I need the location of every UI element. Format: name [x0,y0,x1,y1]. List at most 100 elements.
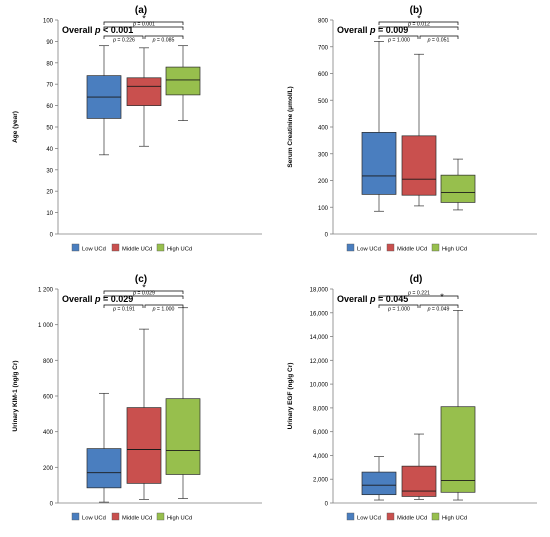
box-middle-ucd [401,433,437,500]
significance-bracket-wide: * [103,14,184,25]
y-tick-label: 800 [318,19,329,25]
iqr-box [401,465,437,497]
y-tick-label: 90 [46,40,53,46]
bracket-p-label: p = 0.191 [112,307,135,313]
y-tick-label: 800 [43,359,54,365]
overall-p-text: Overall p = 0.009 [337,25,408,35]
bracket-line [144,304,184,308]
bracket-line [378,26,459,30]
legend-swatch [386,243,395,252]
bracket-p-label: p = 1.000 [387,38,410,44]
y-tick-label: 80 [46,61,53,67]
y-tick-label: 0 [325,502,329,508]
bracket-star: * [142,283,146,293]
legend-item-middle-ucd: Middle UCd [111,243,152,253]
y-tick-label: 60 [46,104,53,110]
overall-p-text: Overall p < 0.001 [62,25,133,35]
legend-swatch [386,512,395,521]
chart-panel-a: (a) 0 10 20 30 40 50 60 70 80 90 100 Age (year) Overa… [0,0,275,268]
chart-svg: (b) 0 100 200 300 400 500 600 700 800 Serum Creati… [287,5,537,253]
y-tick-label: 30 [46,168,53,174]
y-tick-label: 100 [43,19,54,25]
y-tick-label: 40 [46,147,53,153]
y-tick-label: 100 [318,206,329,212]
iqr-box [361,471,397,496]
y-tick-label: 18,000 [310,288,329,294]
legend-item-high-ucd: High UCd [431,512,467,522]
bracket-line [103,304,144,308]
y-tick-label: 1 000 [38,323,54,329]
significance-bracket-star: * [440,292,444,302]
box-high-ucd [165,307,201,499]
significance-bracket-upper: p = 0.012 [378,22,459,30]
legend-swatch [431,512,440,521]
iqr-box [86,448,122,489]
bracket-line [378,304,419,308]
y-tick-label: 70 [46,83,53,89]
significance-bracket-wide: * [378,14,459,25]
box-high-ucd [440,158,476,211]
legend-swatch [156,512,165,521]
y-tick-label: 2,000 [313,478,329,484]
y-tick-label: 12,000 [310,359,329,365]
box-low-ucd [86,392,122,503]
legend-swatch [71,243,80,252]
legend-label: High UCd [442,516,467,522]
legend-item-middle-ucd: Middle UCd [111,512,152,522]
legend-label: Middle UCd [397,516,427,522]
box-low-ucd [361,41,397,212]
y-axis-title: Age (year) [12,111,19,143]
legend-swatch [346,512,355,521]
y-tick-label: 4,000 [313,454,329,460]
bracket-p-label: p = 0.012 [407,22,430,28]
bracket-p-label: p = 0.029 [132,291,155,297]
significance-bracket-left: p = 0.226 [103,35,144,44]
chart-svg: (c) 0 200 400 600 800 1 000 1 200 Urinary KIM-1 … [12,274,262,522]
y-tick-label: 0 [50,502,54,508]
y-tick-label: 14,000 [310,335,329,341]
legend-label: Middle UCd [122,247,152,253]
significance-bracket-left: p = 1.000 [378,35,419,44]
legend-item-low-ucd: Low UCd [71,243,106,253]
bracket-line [103,295,184,299]
significance-bracket-left: p = 1.000 [378,304,419,313]
y-tick-label: 16,000 [310,311,329,317]
y-tick-label: 6,000 [313,430,329,436]
bracket-line [378,295,459,299]
legend-label: Low UCd [357,247,381,253]
legend-item-high-ucd: High UCd [156,243,192,253]
bracket-p-label: p = 0.085 [152,38,175,44]
bracket-p-label: p = 1.000 [152,307,175,313]
significance-bracket-wide: * [103,283,184,294]
bracket-star: * [440,292,444,302]
box-middle-ucd [401,53,437,207]
bracket-p-label: p = 0.051 [427,38,450,44]
y-tick-label: 50 [46,126,53,132]
significance-bracket-upper: p = 0.029 [103,291,184,299]
legend-swatch [111,512,120,521]
legend-item-high-ucd: High UCd [156,512,192,522]
legend-label: Low UCd [82,516,106,522]
panel-label: (d) [410,274,423,285]
bracket-line [419,35,459,39]
y-tick-label: 300 [318,152,329,158]
box-low-ucd [361,456,397,501]
bracket-line [144,35,184,39]
iqr-box [126,77,162,106]
box-middle-ucd [126,47,162,147]
chart-svg: (a) 0 10 20 30 40 50 60 70 80 90 100 Age (year) Overa… [12,5,262,253]
legend-label: High UCd [167,516,192,522]
legend-item-middle-ucd: Middle UCd [386,243,427,253]
bracket-p-label: p = 0.221 [407,291,430,297]
legend-swatch [346,243,355,252]
bracket-line [378,21,459,25]
legend-label: Middle UCd [122,516,152,522]
legend-item-low-ucd: Low UCd [71,512,106,522]
legend-item-high-ucd: High UCd [431,243,467,253]
y-tick-label: 200 [318,179,329,185]
y-tick-label: 0 [325,233,329,239]
legend-label: Low UCd [357,516,381,522]
iqr-box [440,174,476,203]
y-tick-label: 0 [50,233,54,239]
legend-label: High UCd [167,247,192,253]
